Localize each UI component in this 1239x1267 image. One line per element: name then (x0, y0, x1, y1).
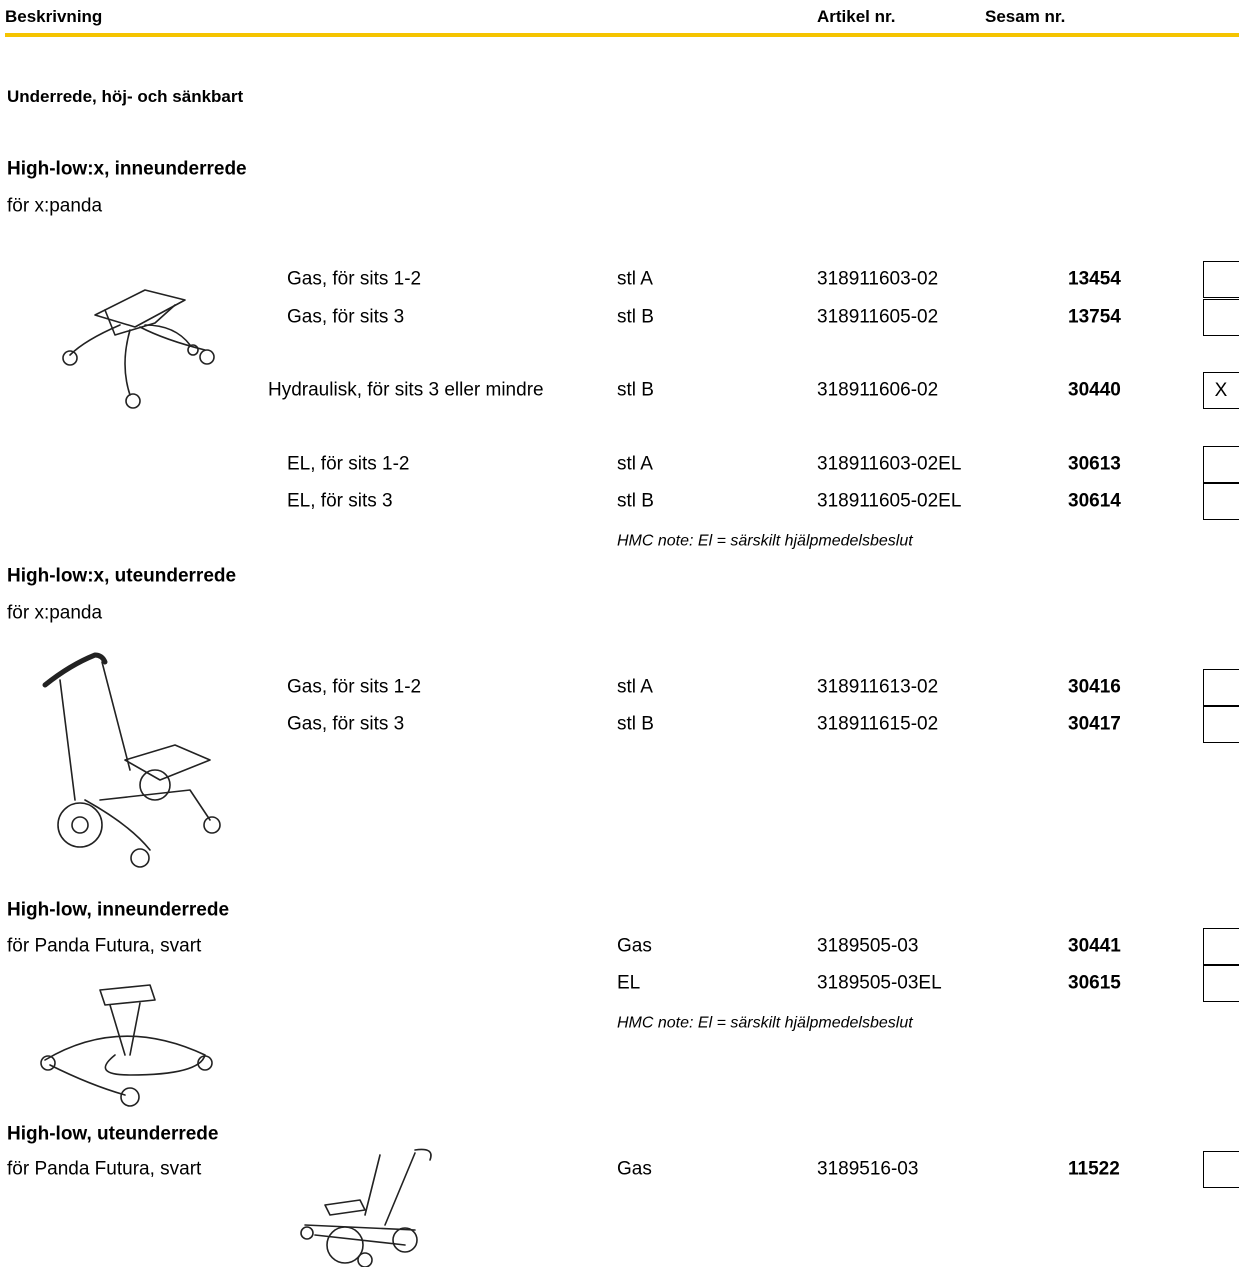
row-sesam: 30613 (1068, 454, 1121, 477)
row-sesam: 30441 (1068, 936, 1121, 959)
row-size: EL (617, 973, 640, 996)
section-title: High-low:x, uteunderrede (7, 566, 236, 589)
order-checkbox[interactable] (1203, 1151, 1239, 1188)
header-rule (5, 33, 1239, 37)
section-note: HMC note: El = särskilt hjälpmedelsbeslu… (617, 1013, 913, 1032)
row-article: 3189516-03 (817, 1159, 918, 1182)
row-sesam: 30416 (1068, 677, 1121, 700)
row-description: Gas, för sits 1-2 (287, 677, 421, 700)
section-title: High-low:x, inneunderrede (7, 159, 247, 182)
row-article: 318911615-02 (817, 714, 938, 737)
row-sesam: 13454 (1068, 269, 1121, 292)
row-sesam: 11522 (1068, 1159, 1120, 1182)
section-title: High-low, inneunderrede (7, 900, 229, 923)
row-size: Gas (617, 936, 652, 959)
order-checkbox[interactable] (1203, 299, 1239, 336)
row-description: EL, för sits 1-2 (287, 454, 410, 477)
row-article: 3189505-03 (817, 936, 918, 959)
order-checkbox[interactable] (1203, 669, 1239, 706)
header-description: Beskrivning (5, 7, 102, 27)
header-sesam: Sesam nr. (985, 7, 1065, 27)
row-article: 3189505-03EL (817, 973, 942, 996)
product-image (45, 255, 230, 415)
row-size: stl B (617, 714, 654, 737)
row-description: Gas, för sits 1-2 (287, 269, 421, 292)
row-article: 318911603-02 (817, 269, 938, 292)
product-image (295, 1145, 445, 1267)
row-article: 318911606-02 (817, 380, 938, 403)
section-note: HMC note: El = särskilt hjälpmedelsbeslu… (617, 531, 913, 550)
section-subtitle: för x:panda (7, 603, 102, 626)
order-checkbox[interactable] (1203, 446, 1239, 483)
row-description: Gas, för sits 3 (287, 307, 404, 330)
row-size: stl B (617, 380, 654, 403)
row-size: stl A (617, 677, 653, 700)
row-article: 318911603-02EL (817, 454, 961, 477)
order-checkbox[interactable] (1203, 261, 1239, 298)
category-title: Underrede, höj- och sänkbart (7, 87, 243, 107)
product-image (30, 975, 220, 1110)
row-sesam: 30417 (1068, 714, 1121, 737)
row-description: Gas, för sits 3 (287, 714, 404, 737)
row-size: stl A (617, 269, 653, 292)
order-checkbox[interactable] (1203, 706, 1239, 743)
page: {"header": {"description": "Beskrivning"… (0, 0, 1239, 1267)
section-subtitle: för Panda Futura, svart (7, 1159, 201, 1182)
section-subtitle: för Panda Futura, svart (7, 936, 201, 959)
row-size: Gas (617, 1159, 652, 1182)
row-sesam: 13754 (1068, 307, 1121, 330)
header-article: Artikel nr. (817, 7, 895, 27)
row-size: stl B (617, 491, 654, 514)
order-checkbox[interactable] (1203, 483, 1239, 520)
row-article: 318911605-02 (817, 307, 938, 330)
row-description: Hydraulisk, för sits 3 eller mindre (268, 380, 544, 403)
product-image (40, 650, 240, 875)
row-size: stl A (617, 454, 653, 477)
row-article: 318911613-02 (817, 677, 938, 700)
section-title: High-low, uteunderrede (7, 1124, 218, 1147)
row-article: 318911605-02EL (817, 491, 961, 514)
row-sesam: 30614 (1068, 491, 1121, 514)
row-description: EL, för sits 3 (287, 491, 393, 514)
row-size: stl B (617, 307, 654, 330)
order-checkbox[interactable] (1203, 965, 1239, 1002)
order-checkbox[interactable]: X (1203, 372, 1239, 409)
row-sesam: 30440 (1068, 380, 1121, 403)
row-sesam: 30615 (1068, 973, 1121, 996)
order-checkbox[interactable] (1203, 928, 1239, 965)
section-subtitle: för x:panda (7, 196, 102, 219)
